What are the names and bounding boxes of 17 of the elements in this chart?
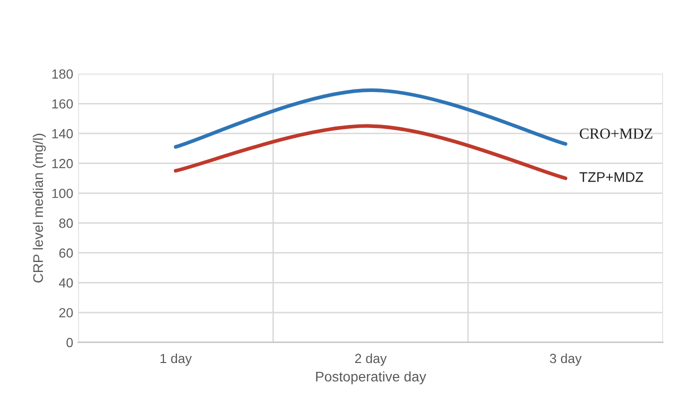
series-label: TZP+MDZ [579, 172, 644, 182]
x-tick-label: 1 day [160, 353, 192, 366]
x-axis-title: Postoperative day [316, 371, 426, 384]
x-tick-label: 2 day [355, 353, 387, 366]
y-tick-label: 60 [59, 248, 73, 258]
y-tick-label: 0 [66, 338, 73, 348]
y-tick-label: 20 [59, 308, 73, 318]
x-tick-label: 3 day [550, 353, 582, 366]
y-tick-label: 100 [52, 188, 73, 198]
y-tick-label: 40 [58, 278, 73, 288]
series-label: CRO+MDZ [580, 128, 652, 139]
y-tick-label: 140 [52, 129, 73, 138]
y-tick-label: 160 [52, 99, 73, 109]
y-tick-label: 120 [52, 158, 73, 168]
y-axis-title: CRP level median (mg/l) [32, 134, 46, 282]
y-tick-label: 180 [52, 69, 73, 79]
y-tick-label: 80 [59, 218, 73, 228]
